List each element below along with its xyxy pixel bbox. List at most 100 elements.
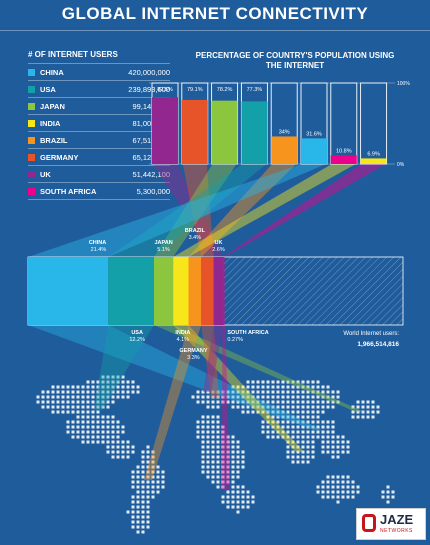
map-dot bbox=[346, 450, 350, 454]
map-dot bbox=[76, 435, 80, 439]
map-dot bbox=[66, 400, 70, 404]
map-dot bbox=[71, 425, 75, 429]
map-dot bbox=[86, 420, 90, 424]
map-dot bbox=[286, 395, 290, 399]
map-dot bbox=[141, 460, 145, 464]
map-dot bbox=[241, 410, 245, 414]
map-dot bbox=[136, 475, 140, 479]
map-dot bbox=[286, 405, 290, 409]
map-dot bbox=[206, 435, 210, 439]
map-dot bbox=[281, 400, 285, 404]
map-dot bbox=[236, 465, 240, 469]
map-dot bbox=[51, 390, 55, 394]
map-dot bbox=[146, 510, 150, 514]
map-dot bbox=[231, 470, 235, 474]
map-dot bbox=[131, 470, 135, 474]
map-dot bbox=[131, 390, 135, 394]
map-dot bbox=[341, 445, 345, 449]
map-dot bbox=[146, 485, 150, 489]
map-dot bbox=[336, 400, 340, 404]
map-dot bbox=[366, 400, 370, 404]
map-dot bbox=[291, 380, 295, 384]
logo-icon bbox=[362, 514, 376, 532]
map-dot bbox=[136, 525, 140, 529]
map-dot bbox=[246, 400, 250, 404]
map-dot bbox=[306, 455, 310, 459]
map-dot bbox=[101, 430, 105, 434]
map-dot bbox=[66, 390, 70, 394]
map-dot bbox=[236, 505, 240, 509]
map-dot bbox=[291, 395, 295, 399]
map-dot bbox=[311, 425, 315, 429]
map-dot bbox=[141, 520, 145, 524]
map-dot bbox=[351, 405, 355, 409]
map-dot bbox=[261, 380, 265, 384]
map-dot bbox=[271, 390, 275, 394]
map-dot bbox=[206, 445, 210, 449]
map-dot bbox=[381, 495, 385, 499]
map-dot bbox=[346, 490, 350, 494]
map-dot bbox=[116, 430, 120, 434]
table-row: CHINA 420,000,000 bbox=[28, 63, 170, 80]
map-dot bbox=[226, 505, 230, 509]
map-dot bbox=[131, 475, 135, 479]
map-dot bbox=[331, 390, 335, 394]
map-dot bbox=[306, 395, 310, 399]
map-dot bbox=[331, 425, 335, 429]
map-dot bbox=[136, 490, 140, 494]
map-dot bbox=[156, 490, 160, 494]
map-dot bbox=[226, 450, 230, 454]
data-label: 10.8% bbox=[336, 148, 352, 154]
map-dot bbox=[76, 425, 80, 429]
map-dot bbox=[246, 380, 250, 384]
map-dot bbox=[266, 435, 270, 439]
map-dot bbox=[361, 410, 365, 414]
map-dot bbox=[196, 395, 200, 399]
map-dot bbox=[101, 390, 105, 394]
world-total-label: World Internet users: bbox=[343, 331, 399, 337]
map-dot bbox=[71, 405, 75, 409]
connector-flow bbox=[182, 164, 214, 257]
map-dot bbox=[86, 400, 90, 404]
map-dot bbox=[231, 390, 235, 394]
map-dot bbox=[331, 405, 335, 409]
map-dot bbox=[301, 415, 305, 419]
map-dot bbox=[101, 385, 105, 389]
map-dot bbox=[136, 505, 140, 509]
map-dot bbox=[221, 435, 225, 439]
map-dot bbox=[301, 420, 305, 424]
map-dot bbox=[216, 465, 220, 469]
map-dot bbox=[86, 385, 90, 389]
map-dot bbox=[291, 455, 295, 459]
map-dot bbox=[311, 380, 315, 384]
map-dot bbox=[261, 395, 265, 399]
map-dot bbox=[101, 435, 105, 439]
map-dot bbox=[111, 380, 115, 384]
map-dot bbox=[221, 485, 225, 489]
map-dot bbox=[291, 450, 295, 454]
map-dot bbox=[316, 385, 320, 389]
map-dot bbox=[116, 425, 120, 429]
map-dot bbox=[51, 405, 55, 409]
map-dot bbox=[76, 430, 80, 434]
map-dot bbox=[306, 400, 310, 404]
map-dot bbox=[211, 415, 215, 419]
map-dot bbox=[201, 440, 205, 444]
map-dot bbox=[206, 470, 210, 474]
map-dot bbox=[296, 415, 300, 419]
data-label: 31.6% bbox=[306, 131, 322, 137]
map-dot bbox=[91, 420, 95, 424]
map-dot bbox=[261, 425, 265, 429]
map-dot bbox=[86, 405, 90, 409]
map-dot bbox=[106, 385, 110, 389]
map-dot bbox=[81, 405, 85, 409]
map-dot bbox=[96, 440, 100, 444]
map-dot bbox=[351, 485, 355, 489]
map-dot bbox=[346, 445, 350, 449]
map-dot bbox=[241, 455, 245, 459]
map-dot bbox=[216, 450, 220, 454]
map-dot bbox=[366, 410, 370, 414]
map-dot bbox=[291, 390, 295, 394]
map-dot bbox=[296, 425, 300, 429]
map-dot bbox=[141, 530, 145, 534]
